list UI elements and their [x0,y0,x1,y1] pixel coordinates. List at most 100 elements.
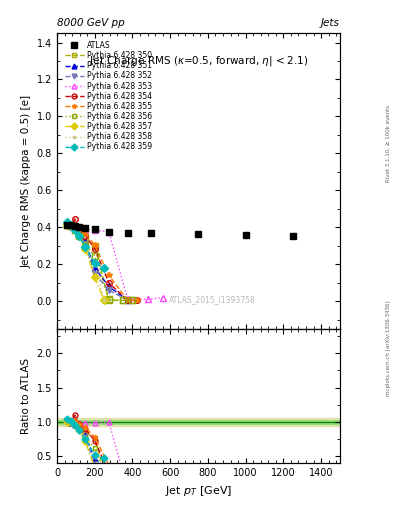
Pythia 6.428 359 [69,222,73,228]
Pythia 6.428 352 [83,241,88,247]
Text: 8000 GeV pp: 8000 GeV pp [57,18,125,28]
Pythia 6.428 359 [83,244,88,250]
Text: ATLAS_2015_I1393758: ATLAS_2015_I1393758 [169,295,256,304]
Pythia 6.428 350 [65,222,70,228]
Pythia 6.428 357 [73,226,77,232]
Pythia 6.428 352 [76,231,81,238]
Pythia 6.428 354 [125,297,130,304]
Pythia 6.428 358 [65,222,70,228]
Pythia 6.428 356 [121,297,125,304]
Pythia 6.428 353 [65,221,70,227]
Line: Pythia 6.428 351: Pythia 6.428 351 [64,221,130,303]
Pythia 6.428 355 [107,272,111,279]
Line: Pythia 6.428 355: Pythia 6.428 355 [64,221,140,303]
Pythia 6.428 357 [102,297,107,304]
Line: Pythia 6.428 352: Pythia 6.428 352 [64,221,130,303]
Pythia 6.428 355 [125,297,130,304]
Pythia 6.428 357 [69,222,73,228]
Pythia 6.428 356 [73,227,77,233]
Pythia 6.428 356 [65,222,70,228]
Bar [57,418,340,426]
Pythia 6.428 355 [69,222,73,228]
Pythia 6.428 359 [92,260,97,266]
Pythia 6.428 351 [83,239,88,245]
Pythia 6.428 354 [65,222,70,228]
Pythia 6.428 354 [83,232,88,239]
Pythia 6.428 353 [69,222,73,228]
Pythia 6.428 356 [92,253,97,259]
Pythia 6.428 352 [69,223,73,229]
Pythia 6.428 351 [125,297,130,304]
Pythia 6.428 354 [92,245,97,251]
Line: Pythia 6.428 354: Pythia 6.428 354 [64,216,140,303]
Pythia 6.428 352 [107,287,111,293]
Pythia 6.428 351 [76,231,81,237]
Pythia 6.428 353 [125,296,130,303]
Line: Pythia 6.428 356: Pythia 6.428 356 [64,222,135,303]
Pythia 6.428 351 [92,265,97,271]
Y-axis label: Jet Charge RMS (kappa = 0.5) [e]: Jet Charge RMS (kappa = 0.5) [e] [21,95,31,268]
Pythia 6.428 350 [130,297,135,304]
Pythia 6.428 352 [73,227,77,233]
Pythia 6.428 353 [76,225,81,231]
Pythia 6.428 353 [107,229,111,235]
Pythia 6.428 358 [76,232,81,239]
Line: Pythia 6.428 357: Pythia 6.428 357 [64,223,107,303]
Pythia 6.428 356 [76,232,81,239]
Bar [57,420,340,424]
Line: Pythia 6.428 359: Pythia 6.428 359 [64,219,107,271]
Pythia 6.428 358 [69,223,73,229]
Line: Pythia 6.428 358: Pythia 6.428 358 [64,222,107,303]
Pythia 6.428 354 [107,280,111,286]
Pythia 6.428 354 [73,216,77,222]
Pythia 6.428 354 [76,226,81,232]
Pythia 6.428 358 [102,297,107,304]
Pythia 6.428 352 [92,270,97,276]
Pythia 6.428 351 [73,226,77,232]
Pythia 6.428 351 [69,223,73,229]
Pythia 6.428 355 [65,221,70,227]
Y-axis label: Ratio to ATLAS: Ratio to ATLAS [21,358,31,434]
Line: Pythia 6.428 350: Pythia 6.428 350 [64,222,135,303]
Pythia 6.428 351 [65,221,70,227]
Pythia 6.428 359 [73,227,77,233]
Line: Pythia 6.428 353: Pythia 6.428 353 [64,221,165,302]
Pythia 6.428 350 [92,243,97,249]
Pythia 6.428 353 [145,296,150,303]
Pythia 6.428 355 [92,242,97,248]
Pythia 6.428 355 [73,222,77,228]
Pythia 6.428 359 [102,265,107,271]
Pythia 6.428 357 [65,222,70,228]
Pythia 6.428 352 [125,297,130,304]
Text: Rivet 3.1.10, ≥ 100k events: Rivet 3.1.10, ≥ 100k events [386,105,391,182]
Pythia 6.428 351 [107,283,111,289]
Pythia 6.428 355 [83,231,88,237]
Pythia 6.428 355 [135,297,140,304]
Pythia 6.428 356 [107,296,111,303]
Pythia 6.428 350 [107,297,111,304]
Pythia 6.428 358 [83,242,88,248]
Text: Jets: Jets [321,18,340,28]
Pythia 6.428 356 [130,297,135,304]
Pythia 6.428 353 [73,223,77,229]
Pythia 6.428 353 [83,226,88,232]
Pythia 6.428 350 [121,297,125,304]
Pythia 6.428 350 [73,226,77,232]
Pythia 6.428 356 [69,223,73,229]
Text: Jet Charge RMS ($\kappa$=0.5, forward, $\eta$| < 2.1): Jet Charge RMS ($\kappa$=0.5, forward, $… [89,54,308,68]
X-axis label: Jet $p_T$ [GeV]: Jet $p_T$ [GeV] [165,484,232,498]
Text: mcplots.cern.ch [arXiv:1306.3436]: mcplots.cern.ch [arXiv:1306.3436] [386,301,391,396]
Pythia 6.428 357 [76,232,81,239]
Pythia 6.428 353 [160,294,165,301]
Pythia 6.428 359 [65,219,70,225]
Pythia 6.428 352 [65,221,70,227]
Pythia 6.428 353 [92,227,97,233]
Pythia 6.428 350 [69,223,73,229]
Pythia 6.428 357 [92,274,97,280]
Pythia 6.428 354 [69,222,73,228]
Pythia 6.428 358 [73,227,77,233]
Pythia 6.428 357 [83,245,88,251]
Pythia 6.428 358 [92,260,97,266]
Pythia 6.428 350 [83,236,88,242]
Legend: ATLAS, Pythia 6.428 350, Pythia 6.428 351, Pythia 6.428 352, Pythia 6.428 353, P: ATLAS, Pythia 6.428 350, Pythia 6.428 35… [63,39,153,153]
